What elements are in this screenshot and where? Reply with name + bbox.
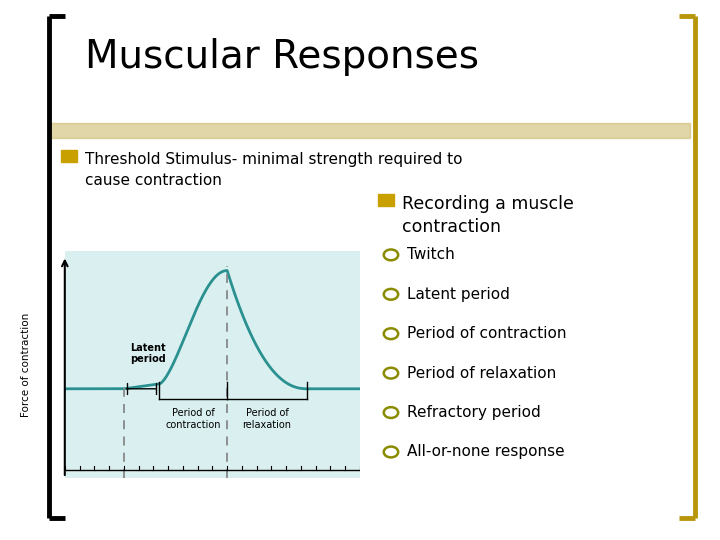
Text: Recording a muscle
contraction: Recording a muscle contraction	[402, 195, 574, 237]
Text: All-or-none response: All-or-none response	[407, 444, 564, 460]
Text: Latent period: Latent period	[407, 287, 510, 302]
Text: Period of contraction: Period of contraction	[407, 326, 567, 341]
Bar	[61, 150, 77, 162]
Text: Force of contraction: Force of contraction	[22, 312, 32, 417]
Text: Muscular Responses: Muscular Responses	[85, 38, 479, 76]
Bar	[378, 194, 394, 206]
Text: Threshold Stimulus- minimal strength required to
cause contraction: Threshold Stimulus- minimal strength req…	[85, 152, 462, 188]
Text: Period of
relaxation: Period of relaxation	[243, 408, 292, 430]
Text: Period of relaxation: Period of relaxation	[407, 366, 556, 381]
Text: Period of
contraction: Period of contraction	[166, 408, 221, 430]
Text: Latent
period: Latent period	[130, 343, 166, 364]
Text: Twitch: Twitch	[407, 247, 454, 262]
Bar	[49, 123, 690, 138]
Text: Refractory period: Refractory period	[407, 405, 541, 420]
